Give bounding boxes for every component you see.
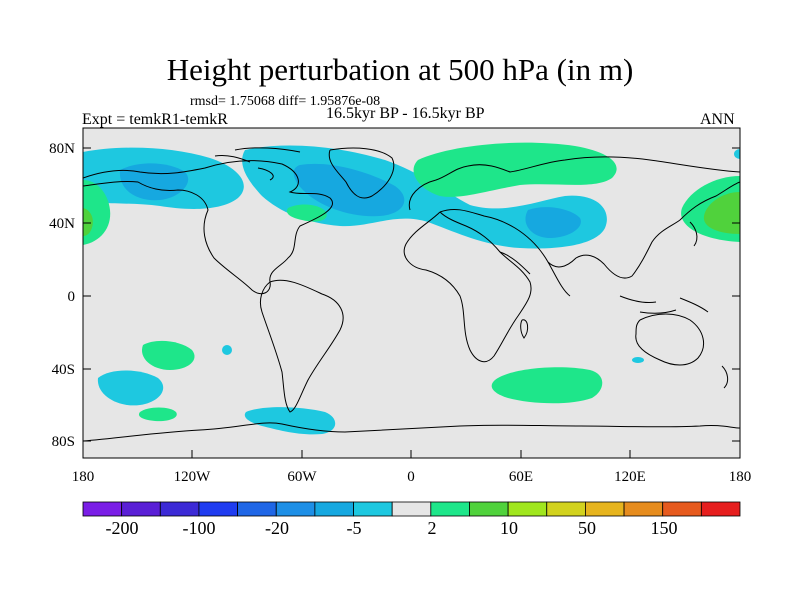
coast-south-america (259, 279, 344, 413)
lat-axis-labels: 80N 40N 0 40S 80S (49, 141, 75, 450)
colorbar-swatch (662, 501, 702, 517)
neg-anomaly-drake (244, 407, 336, 435)
colorbar-swatch (700, 501, 741, 517)
coast-europe-asia (408, 156, 740, 279)
colorbar-swatch (585, 501, 625, 517)
season-label: ANN (700, 111, 735, 128)
period-label: 16.5kyr BP - 16.5kyr BP (326, 105, 485, 122)
colorbar-label: -100 (183, 518, 216, 538)
neg-anomaly-npacific-core (119, 163, 189, 201)
lon-label: 120E (614, 469, 646, 485)
axis-ticks (82, 147, 741, 458)
pos-anomaly-south-indian (491, 367, 603, 404)
colorbar (82, 501, 741, 517)
coast-japan (689, 221, 698, 247)
coast-africa (403, 211, 532, 363)
lon-label: 60W (287, 469, 317, 485)
colorbar-swatch (623, 501, 664, 517)
colorbar-labels: -200 -100 -20 -5 2 10 50 150 (106, 518, 678, 538)
contour-fills (83, 142, 740, 435)
coast-antarctica (83, 422, 740, 442)
neg-anomaly-asia-core (525, 207, 581, 238)
coast-new-zealand (721, 365, 729, 389)
neg-anomaly-small-arctic (734, 149, 740, 159)
coastlines (83, 147, 740, 442)
lat-label: 80N (49, 141, 75, 157)
lat-label: 0 (68, 289, 76, 305)
colorbar-swatch (469, 501, 509, 517)
colorbar-swatch (198, 501, 238, 517)
colorbar-swatch (314, 501, 354, 517)
colorbar-label: -5 (347, 518, 362, 538)
stats-text: rmsd= 1.75068 diff= 1.95876e-08 (190, 94, 381, 109)
lon-label: 60E (509, 469, 533, 485)
neg-anomaly-small-aus (632, 357, 644, 363)
colorbar-label: 10 (500, 518, 518, 538)
lon-axis-labels: 180 120W 60W 0 60E 120E 180 (72, 469, 752, 485)
colorbar-label: -200 (106, 518, 139, 538)
pos-anomaly-europe (413, 142, 617, 197)
colorbar-swatch (391, 501, 432, 517)
pos-anomaly-west-edge-core (83, 208, 93, 236)
colorbar-label: 50 (578, 518, 596, 538)
coast-australia (635, 313, 705, 366)
coast-north-america (83, 160, 333, 295)
lon-label: 180 (72, 469, 95, 485)
neg-anomaly-atlantic-core (293, 163, 405, 217)
pos-anomaly-south-pacific-small (138, 407, 177, 422)
colorbar-swatch (82, 501, 123, 517)
pos-anomaly-sw-pacific (141, 340, 195, 370)
coast-greenland (328, 147, 395, 199)
lon-label: 0 (407, 469, 415, 485)
colorbar-swatch (507, 501, 548, 517)
coast-indonesia (619, 295, 709, 314)
colorbar-swatch (275, 501, 316, 517)
colorbar-label: 2 (428, 518, 437, 538)
colorbar-swatch (159, 501, 200, 517)
lon-label: 120W (174, 469, 212, 485)
colorbar-label: 150 (651, 518, 678, 538)
coast-arabia-india (499, 251, 571, 297)
coast-arctic-islands (214, 147, 301, 181)
pos-anomaly-nam (286, 204, 327, 222)
pos-anomaly-east-edge-core (703, 192, 740, 234)
lat-label: 40S (52, 362, 75, 378)
lat-label: 40N (49, 216, 75, 232)
plot-title: Height perturbation at 500 hPa (in m) (166, 52, 634, 87)
colorbar-swatch (430, 501, 470, 517)
neg-anomaly-small-sa (222, 345, 232, 355)
colorbar-swatch (353, 501, 393, 517)
colorbar-swatch (546, 501, 586, 517)
colorbar-swatch (121, 501, 161, 517)
experiment-label: Expt = temkR1-temkR (82, 111, 228, 128)
neg-anomaly-se-pacific (97, 370, 164, 406)
lat-label: 80S (52, 434, 75, 450)
lon-label: 180 (729, 469, 752, 485)
coast-madagascar (520, 319, 529, 339)
colorbar-swatch (237, 501, 277, 517)
colorbar-label: -20 (265, 518, 289, 538)
